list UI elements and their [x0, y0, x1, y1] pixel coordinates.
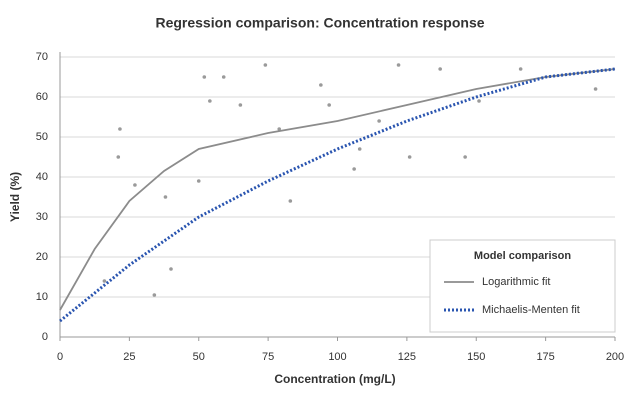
data-point — [438, 67, 442, 71]
y-tick-label: 40 — [36, 171, 48, 183]
y-tick-label: 30 — [36, 211, 48, 223]
y-axis-label: Yield (%) — [8, 172, 22, 222]
x-tick-label: 175 — [536, 351, 554, 363]
data-point — [277, 127, 282, 131]
data-point — [407, 155, 412, 159]
y-tick-label: 20 — [36, 251, 48, 263]
data-point — [463, 155, 467, 159]
data-point — [116, 155, 121, 159]
data-point — [152, 293, 157, 297]
x-tick-label: 125 — [398, 351, 416, 363]
x-tick-label: 150 — [467, 351, 485, 363]
y-tick-label: 10 — [36, 291, 48, 303]
data-point — [396, 63, 401, 67]
legend-box — [429, 239, 616, 333]
data-point — [327, 103, 331, 107]
data-point — [263, 63, 268, 67]
data-point — [118, 127, 122, 131]
data-point — [133, 183, 137, 187]
data-point — [518, 67, 523, 71]
data-point — [202, 75, 207, 79]
legend-label: Michaelis-Menten fit — [482, 304, 580, 316]
data-point — [288, 199, 293, 203]
data-point — [477, 99, 481, 103]
data-point — [377, 119, 381, 123]
data-point — [357, 147, 362, 151]
y-tick-label: 50 — [36, 131, 48, 143]
y-tick-label: 60 — [36, 91, 48, 103]
chart-title: Regression comparison: Concentration res… — [155, 15, 484, 31]
x-axis-label: Concentration (mg/L) — [274, 372, 395, 386]
legend-title: Model comparison — [474, 250, 571, 262]
data-point — [221, 75, 226, 79]
y-tick-label: 70 — [36, 51, 48, 63]
data-point — [593, 87, 598, 91]
x-tick-label: 100 — [328, 351, 346, 363]
data-point — [208, 99, 212, 103]
data-point — [238, 103, 243, 107]
fit-line — [59, 68, 616, 311]
x-tick-label: 0 — [57, 351, 63, 363]
fit-line — [59, 67, 616, 323]
data-point — [352, 167, 356, 171]
data-point — [319, 83, 323, 87]
x-tick-label: 25 — [123, 351, 135, 363]
x-tick-label: 50 — [193, 351, 205, 363]
legend-label: Logarithmic fit — [482, 276, 550, 288]
data-point — [102, 279, 107, 283]
y-tick-label: 0 — [42, 331, 48, 343]
data-point — [196, 179, 201, 183]
x-tick-label: 75 — [262, 351, 274, 363]
data-point — [163, 195, 168, 199]
data-point — [169, 267, 173, 271]
x-tick-label: 200 — [606, 351, 624, 363]
